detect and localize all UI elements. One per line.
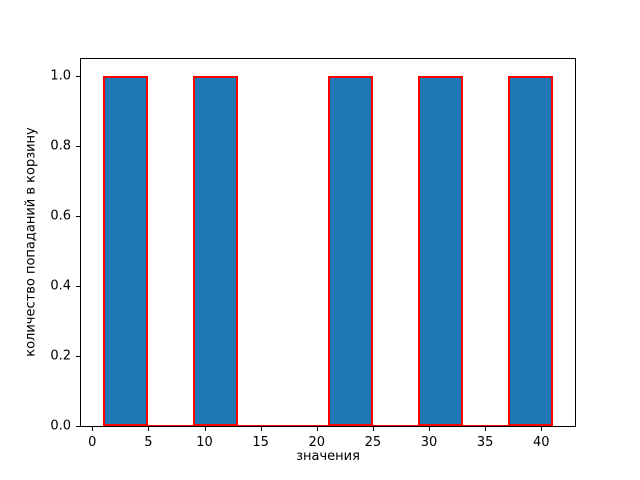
x-axis-label: значения <box>296 449 360 464</box>
x-tick-label: 35 <box>476 435 494 450</box>
x-tick-label: 25 <box>364 435 382 450</box>
x-tick-label: 10 <box>196 435 213 450</box>
plot-area: 0 5 10 15 20 25 30 35 40 0.0 0.2 0.4 0.6 0.8 1.0 <box>50 58 576 450</box>
histogram-bar <box>193 76 239 426</box>
x-tick-label: 15 <box>252 435 269 450</box>
x-tick-mark <box>372 427 374 431</box>
histogram-bar <box>103 76 149 426</box>
y-tick-mark <box>76 146 80 148</box>
y-tick-label: 0.4 <box>50 278 71 294</box>
x-tick-mark <box>204 427 206 431</box>
y-tick-label: 0.8 <box>50 138 71 154</box>
x-tick-label: 30 <box>420 435 438 450</box>
x-tick-mark <box>148 427 150 431</box>
y-axis-label: количество попаданий в корзину <box>23 127 39 357</box>
y-tick-label: 0.2 <box>50 348 71 364</box>
x-tick-mark <box>429 427 431 431</box>
histogram-bar <box>507 76 553 426</box>
y-tick-mark <box>76 286 80 288</box>
x-tick-mark <box>485 427 487 431</box>
x-tick-mark <box>541 427 543 431</box>
y-tick-mark <box>76 76 80 78</box>
x-tick-label: 0 <box>88 435 97 450</box>
y-tick-label: 1.0 <box>50 68 71 84</box>
x-tick-label: 40 <box>533 435 550 450</box>
y-tick-mark <box>76 426 80 427</box>
x-tick-mark <box>260 427 262 431</box>
x-tick-label: 5 <box>144 435 153 450</box>
y-tick-label: 0.0 <box>50 418 71 434</box>
x-tick-mark <box>92 427 94 431</box>
histogram-bar <box>417 76 463 426</box>
histogram-baseline <box>103 425 553 426</box>
y-tick-mark <box>76 356 80 358</box>
histogram-bar <box>328 76 373 426</box>
y-tick-mark <box>76 216 80 218</box>
y-tick-label: 0.6 <box>50 208 71 224</box>
x-tick-label: 20 <box>308 435 326 450</box>
x-tick-mark <box>316 427 318 431</box>
